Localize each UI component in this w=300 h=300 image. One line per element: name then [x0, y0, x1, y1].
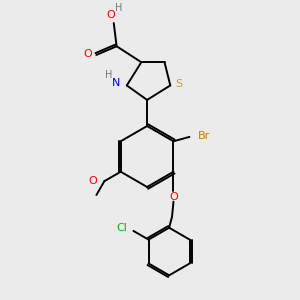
Text: Cl: Cl [116, 223, 127, 233]
Text: O: O [106, 10, 115, 20]
Text: H: H [115, 3, 123, 13]
Text: Br: Br [198, 131, 210, 141]
Text: O: O [84, 50, 93, 59]
Text: H: H [105, 70, 112, 80]
Text: N: N [112, 78, 120, 88]
Text: O: O [170, 192, 178, 202]
Text: S: S [176, 79, 183, 89]
Text: O: O [88, 176, 97, 186]
